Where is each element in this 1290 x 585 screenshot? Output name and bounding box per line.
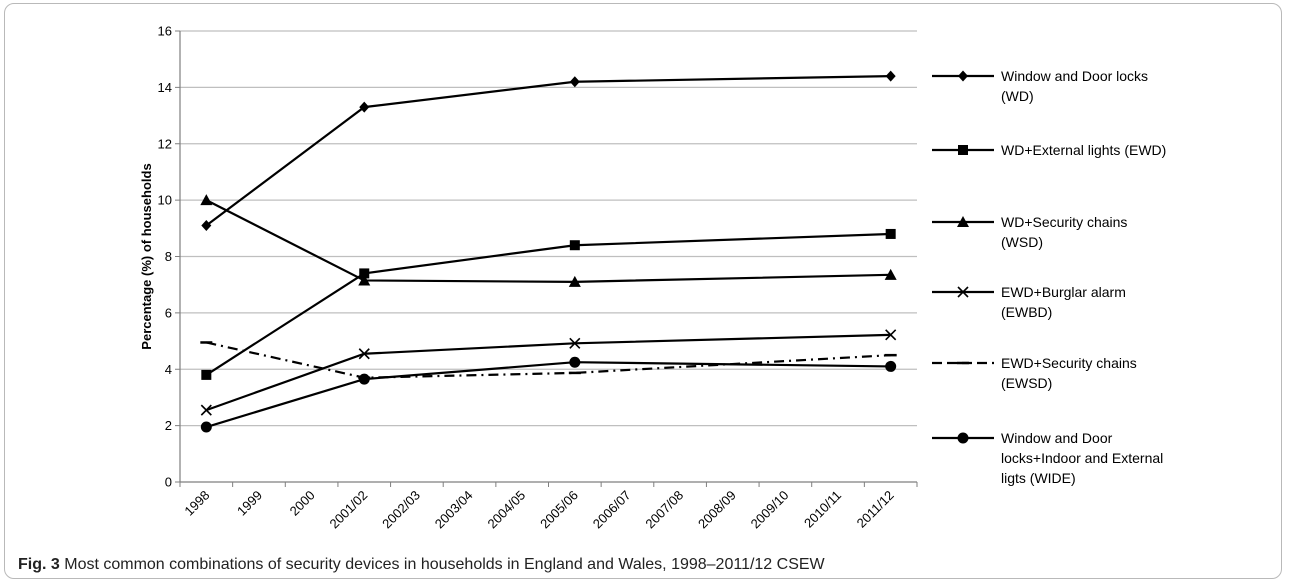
series-wd [201,70,896,231]
data-point-x [200,404,212,416]
x-tick-label: 2008/09 [695,488,739,532]
legend-label: WD+Security chains [1001,214,1127,230]
legend-item-wide: Window and Door locks+Indoor and External… [932,430,1163,486]
data-point-circle [885,360,897,372]
y-tick-label: 4 [165,362,172,377]
series-line-wsd [205,199,891,283]
legend-item-wsd: WD+Security chains (WSD) [932,214,1127,250]
x-tick-label: 2009/10 [748,488,792,532]
legend-label: (EWSD) [1001,375,1052,391]
figure-frame [4,3,1282,579]
y-tick-label: 10 [158,193,172,208]
x-tick-label: 2005/06 [537,488,581,532]
y-tick-label: 2 [165,418,172,433]
legend-label: (WD) [1001,88,1034,104]
data-point-square [958,145,968,155]
x-tick-label: 2010/11 [801,488,844,531]
figure-caption-text: Most common combinations of security dev… [64,556,825,573]
x-tick-label: 2003/04 [432,488,476,532]
legend-label: EWD+Burglar alarm [1001,284,1126,300]
data-point-diamond [569,76,580,88]
series-line-ewd [205,232,891,376]
x-tick-label: 2004/05 [484,488,528,532]
axes [175,30,918,487]
x-tick-label: 2007/08 [642,488,686,532]
line-chart: 0 2 4 6 8 10 12 14 16 1998 1999 2000 2001/02 2002/03… [139,24,1166,532]
data-point-x [358,348,370,360]
data-point-triangle [957,216,969,227]
y-tick-label: 14 [158,80,172,95]
x-tick-label: 1998 [181,488,212,519]
y-axis-label: Percentage (%) of households [139,163,154,349]
figure-label: Fig. 3 [18,556,60,573]
figure-caption: Fig. 3 Most common combinations of secur… [18,556,825,574]
data-point-x [569,337,581,349]
x-stroke [885,329,897,341]
x-tick-label: 1999 [234,488,265,519]
x-stroke [200,404,212,416]
legend-label: Window and Door [1001,430,1113,446]
legend-label: locks+Indoor and External [1001,450,1163,466]
data-point-diamond [201,219,212,231]
legend-label: ligts (WIDE) [1001,470,1076,486]
data-point-circle [957,432,969,444]
data-point-circle [358,373,370,385]
series-ewbd [200,329,897,416]
legend-label: EWD+Security chains [1001,355,1137,371]
x-tick-label: 2001/02 [327,488,371,532]
x-stroke [358,348,370,360]
legend-label: (EWBD) [1001,304,1052,320]
series-ewd [201,228,896,380]
series-line-ewbd [205,333,891,412]
data-point-diamond [958,70,968,82]
legend-item-wd: Window and Door locks (WD) [932,68,1148,104]
data-point-x [957,286,969,298]
y-tick-label: 12 [158,136,172,151]
legend-label: WD+External lights (EWD) [1001,142,1166,158]
data-point-x [885,329,897,341]
series-line-wd [205,75,891,227]
series-wide [200,356,897,433]
data-point-circle [200,421,212,433]
legend-item-ewsd: EWD+Security chains (EWSD) [932,355,1137,391]
data-point-triangle [358,274,371,286]
data-point-square [359,268,370,279]
gridlines [180,30,917,427]
y-tick-label: 8 [165,249,172,264]
y-tick-label: 6 [165,305,172,320]
data-point-square [201,369,212,380]
legend: Window and Door locks (WD) WD+External lig… [932,68,1166,486]
data-point-diamond [359,101,370,113]
series-ewsd [200,341,897,379]
data-point-triangle [200,194,213,206]
x-tick-label: 2000 [287,488,318,519]
x-tick-label: 2006/07 [590,488,634,532]
x-stroke [569,337,581,349]
legend-label: (WSD) [1001,234,1043,250]
data-point-circle [569,356,581,368]
series-wsd [200,194,897,287]
legend-item-ewbd: EWD+Burglar alarm (EWBD) [932,284,1126,320]
y-tick-label: 16 [158,24,172,39]
data-point-triangle [884,268,897,280]
y-tick-label: 0 [165,475,172,490]
data-point-diamond [885,70,896,82]
series-line-wide [206,361,891,429]
legend-label: Window and Door locks [1001,68,1148,84]
series-lines [200,70,897,433]
x-stroke [957,286,969,298]
legend-item-ewd: WD+External lights (EWD) [932,142,1166,158]
data-point-triangle [568,275,581,287]
y-tick-labels: 0 2 4 6 8 10 12 14 16 [158,24,172,490]
x-tick-label: 2011/12 [854,488,897,531]
data-point-square [885,228,896,239]
data-point-square [569,240,580,251]
x-tick-labels: 1998 1999 2000 2001/02 2002/03 2003/04 2004/05… [181,488,896,532]
x-tick-label: 2002/03 [379,488,423,532]
